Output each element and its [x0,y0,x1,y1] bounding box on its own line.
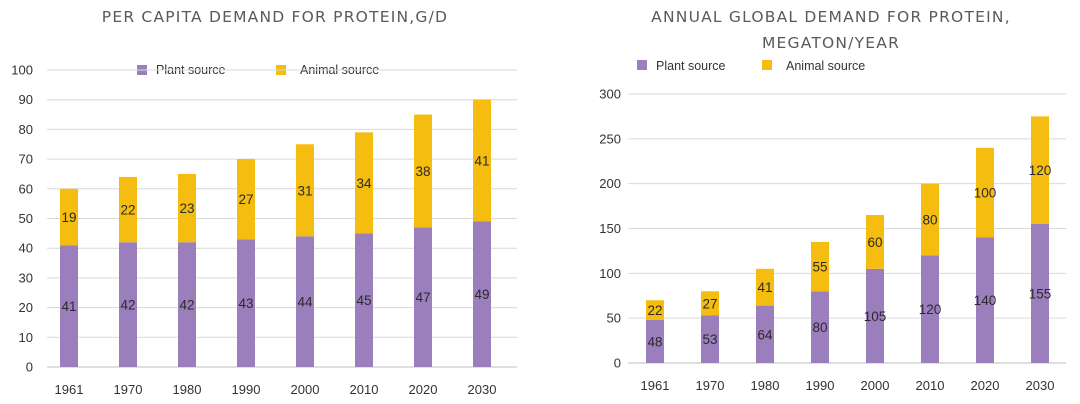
x-tick-label: 2010 [350,382,379,397]
y-tick-label: 200 [599,176,621,191]
data-label-animal: 38 [415,164,430,179]
gridlines [628,94,1066,363]
data-label-animal: 120 [1029,163,1052,178]
chart-title-line-1: ANNUAL GLOBAL DEMAND FOR PROTEIN, [651,8,1011,26]
x-tick-label: 1980 [173,382,202,397]
y-tick-label: 150 [599,221,621,236]
data-label-plant: 44 [297,295,313,310]
x-tick-label: 1990 [232,382,261,397]
data-label-animal: 22 [647,303,662,318]
y-tick-label: 10 [19,330,33,345]
y-tick-label: 90 [19,92,33,107]
data-label-animal: 41 [757,280,772,295]
legend-label-plant: Plant source [656,59,726,73]
per-capita-chart: PER CAPITA DEMAND FOR PROTEIN,G/D Plant … [11,8,517,397]
data-label-plant: 155 [1029,287,1052,302]
y-tick-label: 100 [599,266,621,281]
y-tick-label: 30 [19,270,33,285]
y-tick-label: 60 [19,181,33,196]
protein-demand-charts: PER CAPITA DEMAND FOR PROTEIN,G/D Plant … [0,0,1080,404]
x-tick-label: 1990 [806,378,835,393]
data-label-animal: 34 [356,176,372,191]
legend-swatch-plant [637,60,647,70]
data-label-animal: 22 [120,203,135,218]
data-label-plant: 45 [356,293,371,308]
y-tick-label: 20 [19,300,33,315]
x-tick-label: 2030 [468,382,497,397]
data-label-plant: 42 [179,298,194,313]
data-label-animal: 31 [297,183,312,198]
y-tick-label: 300 [599,87,621,102]
y-tick-label: 40 [19,241,33,256]
data-label-plant: 42 [120,298,135,313]
data-label-animal: 27 [238,192,253,207]
data-label-plant: 48 [647,334,662,349]
data-label-plant: 80 [812,320,827,335]
x-tick-label: 2000 [291,382,320,397]
y-tick-label: 50 [607,311,621,326]
x-tick-label: 1970 [696,378,725,393]
data-label-animal: 55 [812,260,827,275]
y-tick-label: 0 [26,360,33,375]
data-label-animal: 27 [702,296,717,311]
y-tick-label: 0 [614,356,621,371]
x-tick-label: 2020 [971,378,1000,393]
y-tick-label: 70 [19,152,33,167]
y-tick-label: 50 [19,211,33,226]
data-label-animal: 60 [867,235,882,250]
legend: Plant source Animal source [637,59,865,73]
data-label-plant: 64 [757,327,773,342]
chart-title-line-2: MEGATON/YEAR [762,34,900,52]
x-tick-label: 2010 [916,378,945,393]
x-tick-label: 1961 [641,378,670,393]
legend-label-animal: Animal source [786,59,865,73]
chart-title: PER CAPITA DEMAND FOR PROTEIN,G/D [102,8,448,26]
data-label-plant: 105 [864,309,887,324]
data-label-animal: 19 [61,210,76,225]
data-label-plant: 47 [415,290,430,305]
data-label-plant: 53 [702,332,717,347]
data-label-plant: 43 [238,296,253,311]
legend-swatch-animal [762,60,772,70]
data-label-plant: 49 [474,287,489,302]
data-label-animal: 80 [922,213,937,228]
x-tick-label: 1961 [55,382,84,397]
x-tick-label: 2030 [1026,378,1055,393]
y-tick-label: 250 [599,131,621,146]
gridlines [47,70,517,367]
x-tick-label: 2020 [409,382,438,397]
data-label-plant: 140 [974,293,997,308]
data-label-animal: 100 [974,186,997,201]
data-label-animal: 41 [474,154,489,169]
annual-global-chart: ANNUAL GLOBAL DEMAND FOR PROTEIN, MEGATO… [599,8,1066,393]
x-tick-label: 1970 [114,382,143,397]
y-tick-label: 80 [19,122,33,137]
x-tick-label: 1980 [751,378,780,393]
x-tick-label: 2000 [861,378,890,393]
data-label-plant: 41 [61,299,76,314]
y-tick-label: 100 [11,63,33,78]
data-label-plant: 120 [919,302,942,317]
data-label-animal: 23 [179,201,194,216]
